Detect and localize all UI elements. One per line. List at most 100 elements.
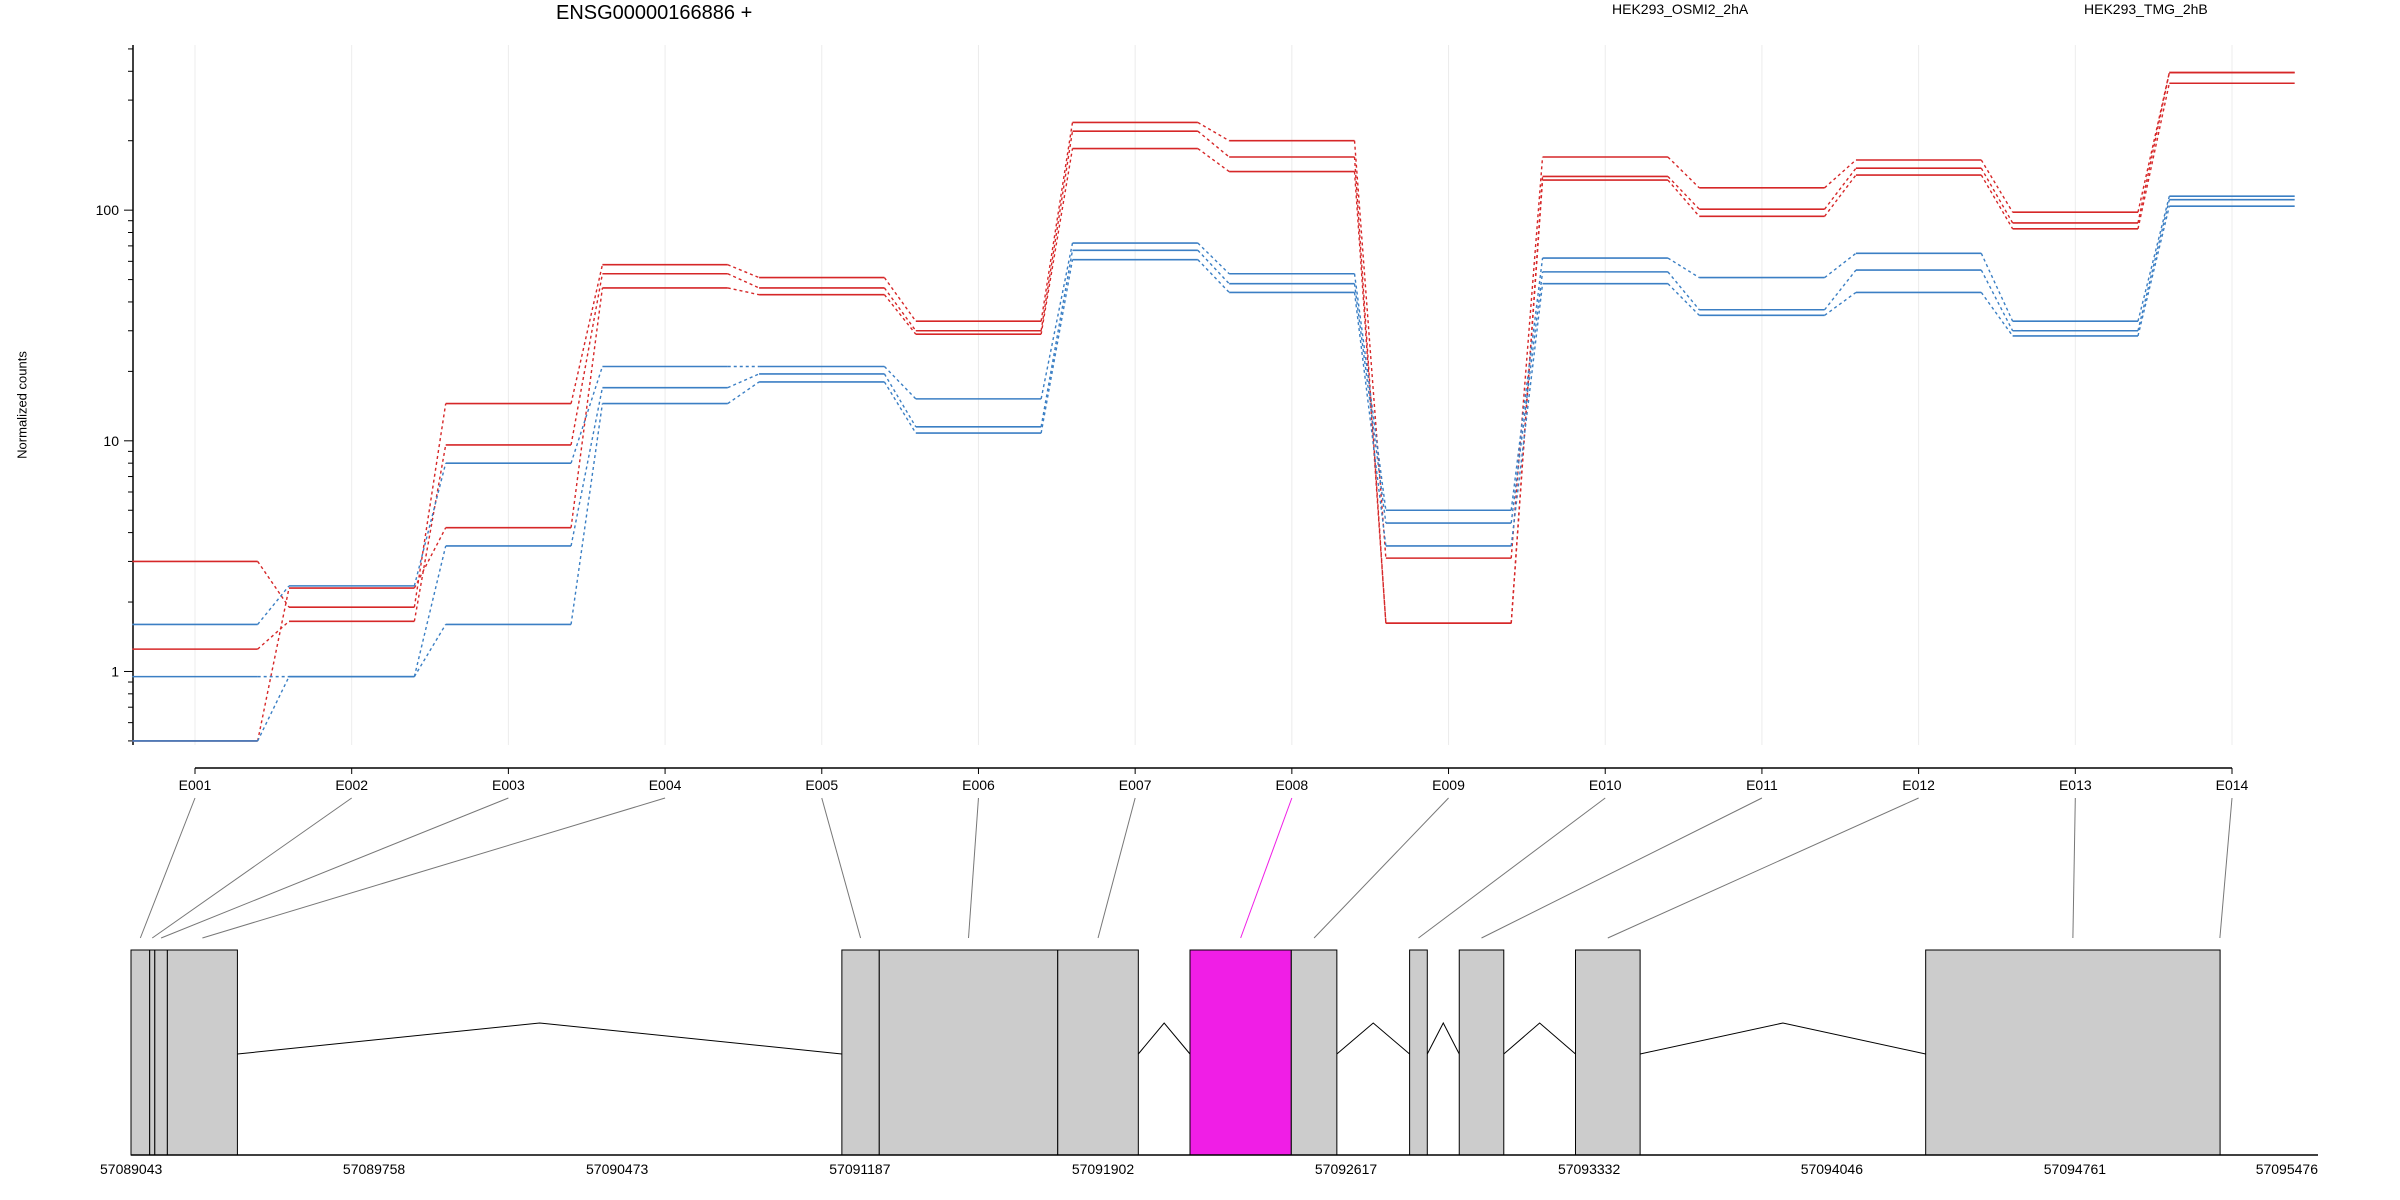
data-connector <box>883 381 917 434</box>
data-connector <box>1980 269 2014 332</box>
genomic-coordinate-label: 57089758 <box>343 1161 406 1177</box>
data-connector <box>1824 291 1857 316</box>
data-connector <box>1510 283 1544 547</box>
series-2-hek293_osmi2_2ha <box>132 71 2295 650</box>
data-connector <box>1980 159 2014 213</box>
exon-connector-e010 <box>1418 797 1606 939</box>
data-connector <box>1353 292 1387 547</box>
data-connector <box>1824 159 1857 189</box>
data-connector <box>570 403 604 625</box>
y-tick-label: 100 <box>96 202 120 218</box>
data-connector <box>1040 250 1074 427</box>
x-tick-label-e001: E001 <box>179 777 212 793</box>
data-connector <box>570 387 604 547</box>
legend-entry-tmg: HEK293_TMG_2hB <box>2084 1 2208 17</box>
exon-connector-e008 <box>1240 797 1293 939</box>
exon-box-e010 <box>1409 949 1428 1156</box>
data-connector <box>257 620 290 650</box>
genomic-coordinate-label: 57090473 <box>586 1161 649 1177</box>
data-connector <box>1980 174 2014 230</box>
exon-box-e001 <box>130 949 151 1156</box>
data-connector <box>727 264 760 279</box>
x-tick-label-e010: E010 <box>1589 777 1622 793</box>
intron-line <box>1426 1021 1460 1055</box>
data-connector <box>257 561 290 608</box>
data-connector <box>1824 174 1857 217</box>
data-connector <box>570 287 604 528</box>
data-connector <box>1667 175 1700 210</box>
exon-connector-e011 <box>1481 797 1763 939</box>
data-connector <box>1197 130 1230 158</box>
data-connector <box>1040 148 1074 335</box>
data-connector <box>883 294 917 335</box>
data-connector <box>1667 257 1700 279</box>
data-connector <box>413 462 447 587</box>
data-connector <box>1510 271 1544 524</box>
exon-connector-e012 <box>1607 797 1919 939</box>
exon-box-e005 <box>841 949 880 1156</box>
data-connector <box>1824 167 1857 210</box>
data-connector <box>256 587 290 742</box>
data-connector <box>2137 206 2171 337</box>
data-connector <box>727 381 760 405</box>
data-connector <box>1353 156 1387 624</box>
intron-line <box>1336 1022 1410 1055</box>
series-4-hek293_tmg_2hb <box>132 195 2295 626</box>
data-connector <box>570 273 604 446</box>
data-connector <box>2137 72 2171 224</box>
data-connector <box>257 676 290 742</box>
genomic-coordinate-label: 57093332 <box>1558 1161 1621 1177</box>
data-connector <box>727 287 760 296</box>
exon-connector-e003 <box>160 797 509 939</box>
exon-box-e003 <box>154 949 168 1156</box>
data-connector <box>1667 156 1700 189</box>
data-connector <box>2137 83 2171 229</box>
x-tick-label-e007: E007 <box>1119 777 1152 793</box>
data-connector <box>413 527 447 589</box>
data-connector <box>1824 269 1857 311</box>
x-tick-label-e004: E004 <box>649 777 682 793</box>
exon-connector-e013 <box>2072 797 2076 939</box>
data-connector <box>1040 242 1074 400</box>
data-connector <box>1197 259 1230 293</box>
data-connector <box>413 444 447 622</box>
series-1-hek293_osmi2_2ha <box>132 71 2295 608</box>
x-tick-label-e008: E008 <box>1275 777 1308 793</box>
data-connector <box>1980 253 2014 322</box>
data-connector <box>1510 156 1544 559</box>
genomic-coordinate-label: 57091187 <box>829 1161 890 1177</box>
y-tick-label: 1 <box>111 663 119 679</box>
data-connector <box>1040 131 1074 331</box>
x-tick-label-e006: E006 <box>962 777 995 793</box>
intron-line <box>237 1022 842 1055</box>
exon-connector-e001 <box>139 797 196 939</box>
exon-connector-e002 <box>151 797 352 939</box>
x-tick-label-e009: E009 <box>1432 777 1465 793</box>
data-connector <box>883 277 917 322</box>
exon-connector-e005 <box>821 797 862 939</box>
data-connector <box>2137 199 2171 331</box>
exon-box-e007 <box>1057 949 1139 1156</box>
data-connector <box>883 373 917 428</box>
data-connector <box>413 624 447 677</box>
x-tick-label-e012: E012 <box>1902 777 1935 793</box>
intron-line <box>1137 1022 1191 1055</box>
legend-label-osmi2: HEK293_OSMI2_2hA <box>1612 1 1749 17</box>
data-connector <box>1353 273 1387 511</box>
data-connector <box>1197 147 1230 173</box>
data-connector <box>883 366 917 400</box>
series-5-hek293_tmg_2hb <box>132 198 2295 678</box>
series-6-hek293_tmg_2hb <box>132 205 2295 742</box>
y-tick-label: 10 <box>103 433 119 449</box>
legend-entry-osmi2: HEK293_OSMI2_2hA <box>1612 1 1748 17</box>
exon-box-e008 <box>1189 949 1292 1156</box>
data-connector <box>570 366 604 464</box>
data-connector <box>1980 291 2014 337</box>
x-tick-label-e003: E003 <box>492 777 525 793</box>
legend-label-tmg: HEK293_TMG_2hB <box>2084 1 2208 17</box>
data-connector <box>1667 283 1700 316</box>
x-tick-label-e011: E011 <box>1746 777 1778 793</box>
exon-box-e006 <box>878 949 1059 1156</box>
